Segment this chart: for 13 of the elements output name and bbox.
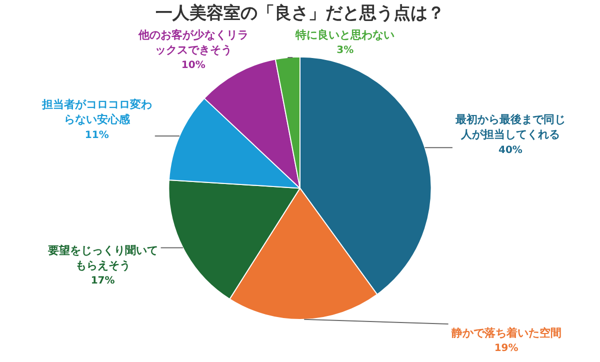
data-label: 19% — [494, 343, 518, 354]
data-label: 11% — [84, 130, 109, 141]
chart-title: 一人美容室の「良さ」だと思う点は？ — [156, 4, 444, 24]
data-label: 17% — [90, 276, 115, 287]
slice-label: 特に良いと思わない — [294, 28, 395, 42]
slice-label: 要望をじっくり聞いてもらえそう — [46, 244, 158, 272]
data-label: 3% — [336, 45, 354, 56]
slice-label: 担当者がコロコロ変わらない安心感 — [40, 98, 152, 126]
slice-label: 他のお客が少なくリラックスできそう — [137, 28, 248, 56]
data-label: 40% — [498, 144, 522, 156]
data-label: 10% — [181, 60, 206, 72]
slice-label: 最初から最後まで同じ人が担当してくれる — [454, 113, 566, 142]
slice-label: 静かで落ち着いた空間 — [450, 326, 562, 340]
